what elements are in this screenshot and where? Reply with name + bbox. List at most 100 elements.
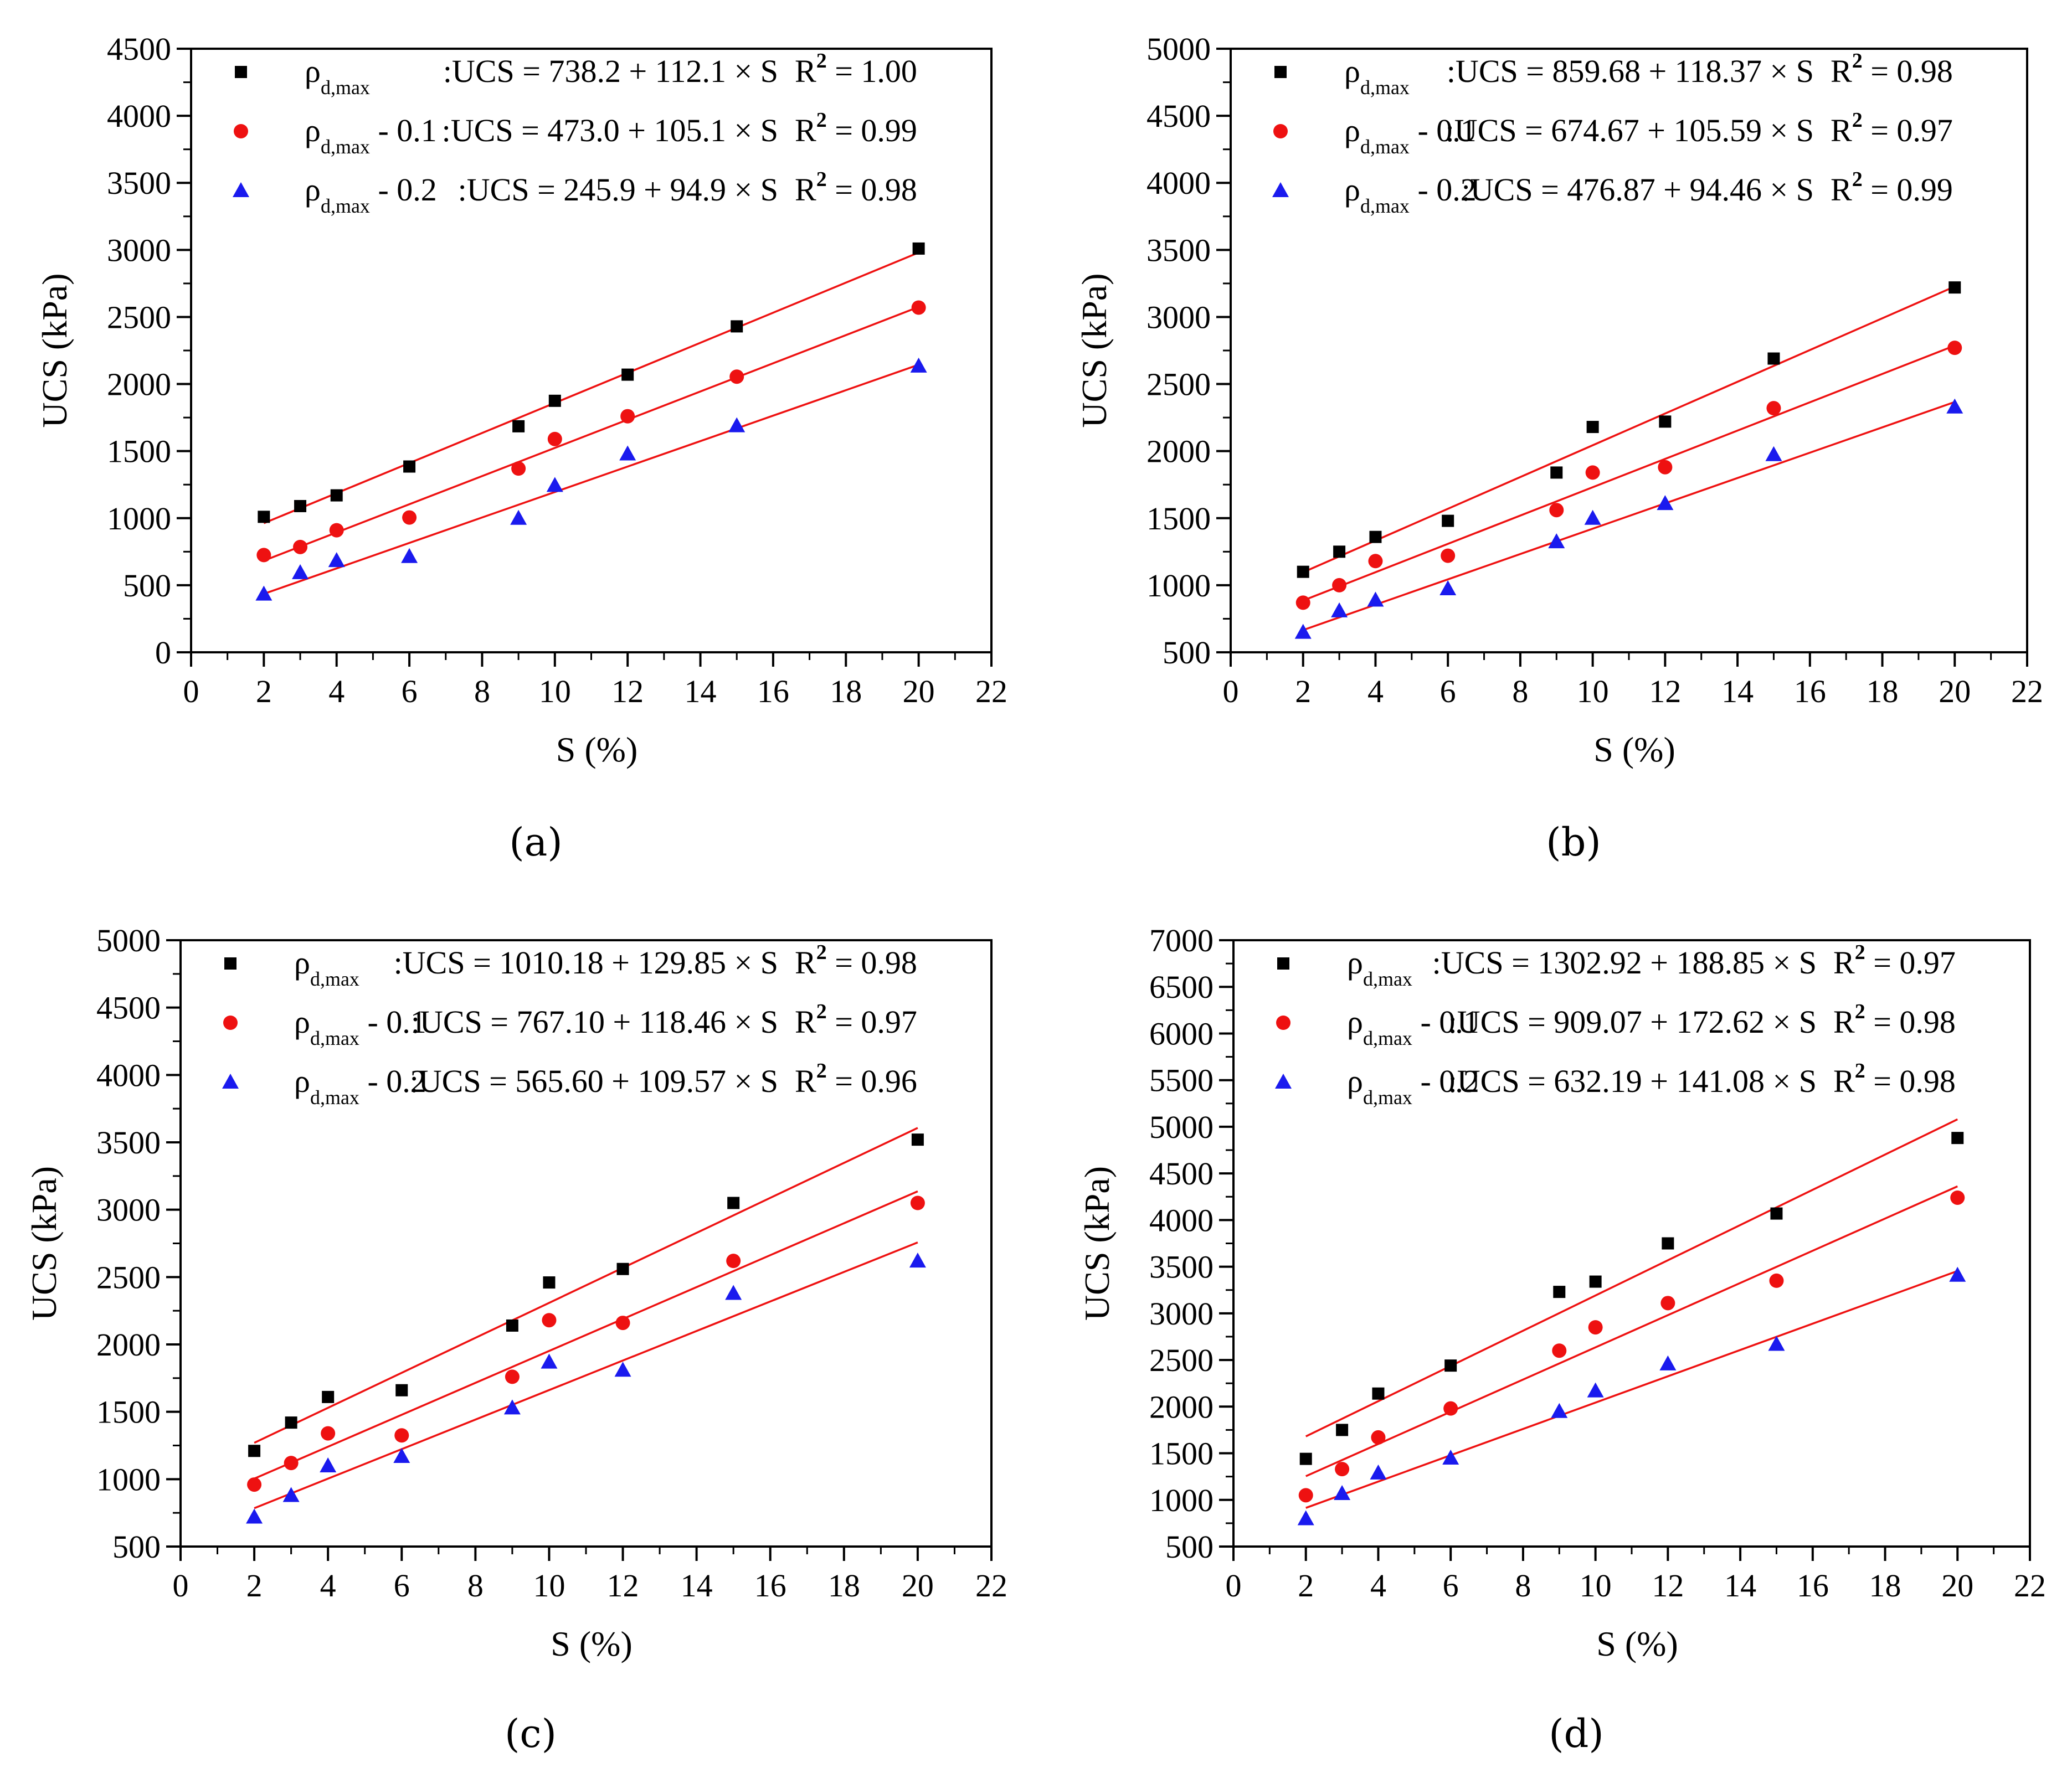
chart-c-x-tick-label: 4 — [320, 1568, 336, 1604]
chart-b-series3-point — [1765, 446, 1782, 461]
chart-d-series3-point — [1551, 1403, 1568, 1418]
chart-a-legend-r2-superscript: 2 — [816, 168, 827, 191]
chart-c-legend-marker-2 — [223, 1016, 238, 1030]
chart-b-series3-point — [1946, 398, 1963, 414]
chart-d-x-tick-label: 12 — [1652, 1568, 1684, 1604]
chart-b-y-tick-label: 4500 — [1146, 98, 1211, 134]
chart-b-y-tick-label: 1000 — [1146, 568, 1211, 604]
chart-b-series3-point — [1294, 623, 1312, 639]
chart-c-series1-point — [543, 1276, 556, 1289]
chart-d-legend-marker-1 — [1277, 957, 1289, 970]
chart-c-legend-label-2: ρd,max - 0.1 — [294, 1004, 426, 1049]
chart-a-y-axis-title: UCS (kPa) — [35, 273, 74, 427]
chart-b-legend-r2-label: R — [1831, 53, 1852, 89]
chart-d-series1-point — [1372, 1387, 1385, 1400]
chart-d-y-tick-label: 3500 — [1149, 1249, 1214, 1285]
chart-c-legend-r2-superscript: 2 — [816, 941, 827, 964]
chart-a-series1-point — [548, 394, 561, 407]
chart-b-legend-symbol: ρ — [1344, 172, 1360, 208]
chart-a-legend-r2-label: R — [795, 172, 816, 208]
chart-d-legend-r2-value: = 0.98 — [1865, 1063, 1956, 1099]
chart-d-legend-r2-label: R — [1833, 1063, 1855, 1099]
chart-a-legend-subscript: d,max — [321, 195, 370, 217]
chart-d-x-tick-label: 10 — [1580, 1568, 1612, 1604]
chart-a-series2-point — [329, 523, 344, 538]
chart-d-series3-point — [1659, 1355, 1677, 1370]
chart-d-series1-point — [1951, 1132, 1964, 1145]
chart-a-legend-r2-value: = 0.99 — [827, 112, 917, 148]
chart-a-legend-symbol: ρ — [305, 53, 321, 89]
chart-b-legend-r2-value: = 0.97 — [1863, 112, 1953, 148]
chart-b-legend-label-2: ρd,max - 0.1 — [1344, 112, 1477, 158]
chart-d-y-tick-label: 4000 — [1149, 1202, 1214, 1238]
chart-c-x-tick-label: 18 — [828, 1568, 860, 1604]
chart-c-legend-r2-2: R2 = 0.97 — [795, 1000, 917, 1040]
chart-c-y-tick-label: 2500 — [96, 1259, 161, 1295]
chart-b-legend-r2-2: R2 = 0.97 — [1831, 109, 1953, 148]
chart-b-legend-equation-2: :UCS = 674.67 + 105.59 × S — [1446, 112, 1814, 148]
chart-c-y-tick-label: 1000 — [96, 1461, 161, 1497]
chart-d-y-tick-label: 3000 — [1149, 1296, 1214, 1332]
chart-d-y-tick-label: 6000 — [1149, 1016, 1214, 1052]
chart-d-legend-subscript: d,max — [1363, 1086, 1412, 1109]
chart-d-legend-r2-label: R — [1833, 945, 1855, 981]
chart-d-x-tick-label: 0 — [1226, 1568, 1242, 1604]
chart-c-y-tick-label: 4000 — [96, 1057, 161, 1093]
chart-b-legend-r2-superscript: 2 — [1852, 109, 1863, 132]
chart-a-x-tick-label: 16 — [757, 673, 789, 709]
chart-a-legend-r2-superscript: 2 — [816, 109, 827, 132]
chart-d-legend-r2-label: R — [1833, 1004, 1855, 1040]
chart-a-y-tick-label: 500 — [123, 568, 171, 604]
chart-a-y-tick-label: 3500 — [107, 165, 171, 201]
chart-a-legend-r2-value: = 1.00 — [827, 53, 917, 89]
chart-c-legend-r2-label: R — [795, 1063, 816, 1099]
chart-c-series3-point — [725, 1285, 742, 1300]
chart-d-series2-point — [1552, 1343, 1567, 1358]
chart-c-series2-point — [284, 1456, 299, 1471]
chart-a-legend-r2-label: R — [795, 112, 816, 148]
chart-a-x-tick-label: 2 — [256, 673, 272, 709]
chart-a-x-tick-label: 22 — [975, 673, 1007, 709]
chart-d-series2-point — [1371, 1430, 1386, 1445]
chart-c-series2-point — [505, 1369, 520, 1384]
chart-d-legend-r2-3: R2 = 0.98 — [1833, 1059, 1956, 1099]
chart-a-panel-label: (a) — [509, 820, 562, 865]
chart-b-x-tick-label: 6 — [1440, 673, 1456, 709]
chart-c-legend-marker-1 — [224, 957, 236, 970]
chart-b-x-tick-label: 0 — [1223, 673, 1239, 709]
chart-d-panel-label: (d) — [1549, 1711, 1603, 1756]
chart-c-legend-label-3: ρd,max - 0.2 — [294, 1063, 426, 1109]
chart-c-series1-point — [395, 1384, 408, 1396]
chart-d-y-tick-label: 4500 — [1149, 1156, 1214, 1192]
chart-b-legend-marker-1 — [1274, 66, 1287, 78]
chart-b-series3-point — [1367, 591, 1384, 607]
chart-b-series3-point — [1584, 509, 1601, 525]
chart-c-series1-point — [727, 1197, 740, 1209]
chart-d-y-tick-label: 6500 — [1149, 969, 1214, 1005]
chart-a-legend-r2-superscript: 2 — [816, 49, 827, 73]
chart-b-legend-subscript: d,max — [1360, 195, 1410, 217]
chart-b-panel-label: (b) — [1546, 820, 1601, 865]
chart-b-series1-point — [1333, 545, 1346, 558]
chart-b-series1-point — [1550, 466, 1563, 479]
chart-b-series3-point — [1331, 602, 1348, 617]
chart-d-series3-point — [1334, 1485, 1351, 1500]
chart-a-legend-equation-3: :UCS = 245.9 + 94.9 × S — [458, 172, 778, 208]
chart-a-series2-point — [729, 369, 744, 384]
chart-a-legend-r2-label: R — [795, 53, 816, 89]
chart-d-series1-point — [1662, 1237, 1674, 1250]
chart-d-series2-point — [1769, 1273, 1784, 1288]
chart-b-x-tick-label: 22 — [2011, 673, 2043, 709]
chart-b-x-tick-label: 18 — [1867, 673, 1899, 709]
chart-b-series3-point — [1439, 580, 1457, 595]
chart-d-x-tick-label: 14 — [1724, 1568, 1756, 1604]
chart-d-series2-point — [1950, 1190, 1965, 1205]
chart-d-series3-point — [1768, 1336, 1785, 1351]
chart-a-y-tick-label: 2500 — [107, 299, 171, 335]
chart-c-legend-r2-value: = 0.97 — [827, 1004, 917, 1040]
chart-c-series2-point — [910, 1195, 925, 1210]
chart-b-legend-suffix: - 0.1 — [1410, 112, 1477, 148]
chart-c-panel-label: (c) — [505, 1711, 557, 1756]
chart-a-y-tick-label: 1500 — [107, 434, 171, 470]
